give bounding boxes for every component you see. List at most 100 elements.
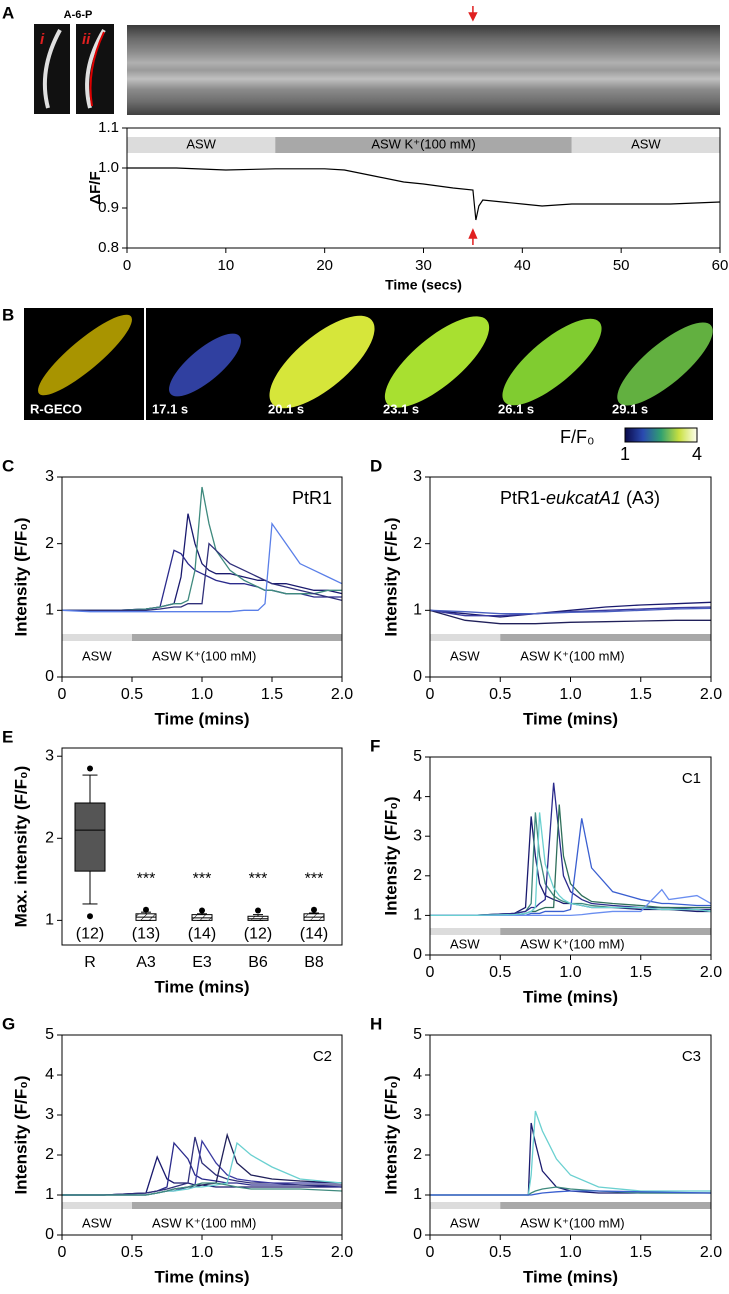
condition-band (275, 137, 572, 153)
y-tick-label: 1 (413, 1186, 422, 1203)
y-tick-label: 1 (45, 602, 54, 619)
condition-label: ASW K⁺(100 mM) (152, 648, 256, 663)
x-axis-title: Time (mins) (154, 977, 249, 996)
annotation-text: C2 (313, 1048, 332, 1065)
cell-frame (38, 314, 132, 396)
cell-frame (384, 316, 490, 408)
y-axis-title: Intensity (F/F₀) (11, 517, 30, 636)
trace (430, 1122, 711, 1196)
x-tick-label: 1.0 (559, 1244, 581, 1261)
trace (62, 486, 342, 611)
condition-band (430, 928, 501, 935)
y-tick-label: 5 (413, 1026, 422, 1043)
annotation-text: PtR1 (292, 488, 332, 508)
outlier (255, 907, 261, 914)
y-tick-label: 3 (45, 747, 54, 764)
plot-frame (126, 127, 721, 249)
x-tick-label: 60 (712, 257, 729, 274)
condition-label: ASW (82, 1215, 112, 1230)
x-tick-label: 1.5 (261, 686, 283, 703)
cell-image (76, 24, 114, 114)
cell-frame (502, 318, 602, 406)
cell-image (34, 24, 70, 114)
condition-band (430, 1202, 501, 1209)
trace (62, 542, 343, 611)
y-tick-label: 3 (413, 468, 422, 485)
significance: *** (193, 871, 212, 888)
x-tick-label: 1.5 (630, 964, 652, 981)
panel-letter: H (370, 1014, 382, 1033)
x-tick-label: 0.5 (489, 964, 511, 981)
frame-label: 29.1 s (612, 401, 648, 416)
annotation-text: PtR1- (500, 488, 546, 508)
trace (429, 609, 711, 625)
y-axis-title: Intensity (F/F₀) (11, 1075, 30, 1194)
x-tick-label: 10 (217, 257, 234, 274)
condition-label: ASW K⁺(100 mM) (520, 1215, 624, 1230)
image-label: A-6-P (64, 9, 93, 21)
colorbar-tick-label: 1 (620, 444, 630, 464)
annotation: PtR1 (292, 488, 332, 508)
y-axis-title: Max. intensity (F/F₀) (11, 766, 30, 928)
y-tick-label: 3 (45, 468, 54, 485)
y-tick-label: 2 (45, 535, 54, 552)
x-axis-title: Time (mins) (523, 1267, 618, 1286)
y-tick-label: 4 (413, 788, 422, 805)
y-tick-label: 1 (413, 602, 422, 619)
x-tick-label: B6 (248, 954, 268, 971)
x-tick-label: 0.5 (121, 686, 143, 703)
y-tick-label: 0 (413, 1226, 422, 1243)
condition-label: ASW K⁺(100 mM) (520, 648, 624, 663)
y-tick-label: 3 (45, 1106, 54, 1123)
plot-frame (429, 756, 712, 956)
x-tick-label: 1.0 (559, 964, 581, 981)
y-tick-label: 3 (413, 827, 422, 844)
y-tick-label: 0.8 (98, 239, 119, 256)
y-axis-title: Intensity (F/F₀) (381, 1075, 400, 1194)
condition-band (430, 634, 501, 641)
condition-label: ASW (631, 136, 661, 151)
panel-letter: F (370, 736, 380, 755)
trace (430, 888, 712, 917)
plot-frame (429, 476, 712, 678)
y-tick-label: 2 (413, 535, 422, 552)
x-tick-label: 1.0 (559, 686, 581, 703)
x-tick-label: 1.5 (630, 686, 652, 703)
x-tick-label: 0 (58, 1244, 67, 1261)
colorbar (624, 427, 698, 443)
x-axis-title: Time (secs) (385, 277, 462, 293)
y-tick-label: 1 (45, 912, 54, 929)
panel-letter: B (2, 305, 14, 324)
x-axis-title: Time (mins) (523, 709, 618, 728)
trace (430, 1110, 711, 1196)
condition-label: ASW (186, 136, 216, 151)
n-label: (12) (76, 926, 104, 943)
x-tick-label: 2.0 (331, 1244, 353, 1261)
trace (430, 1190, 712, 1196)
condition-label: ASW K⁺(100 mM) (520, 936, 624, 951)
annotation: C1 (682, 770, 701, 787)
significance: *** (249, 871, 268, 888)
condition-label: ASW K⁺(100 mM) (371, 136, 475, 151)
frame-label: 26.1 s (498, 401, 534, 416)
cell-outline (42, 29, 62, 109)
condition-label: ASW (450, 648, 480, 663)
box (74, 802, 106, 872)
n-label: (13) (132, 926, 160, 943)
panel-letter: A (2, 3, 14, 22)
annotation: PtR1-eukcatA1 (A3) (500, 488, 660, 508)
trace (429, 607, 712, 615)
condition-band (132, 1202, 342, 1209)
x-tick-label: 50 (613, 257, 630, 274)
y-tick-label: 2 (45, 830, 54, 847)
trace (62, 513, 343, 611)
condition-band (571, 137, 720, 153)
condition-band (500, 634, 711, 641)
x-tick-label: 0 (58, 686, 67, 703)
x-tick-label: 1.5 (630, 1244, 652, 1261)
trace (62, 1182, 343, 1196)
x-tick-label: 1.0 (191, 1244, 213, 1261)
x-axis-title: Time (mins) (154, 709, 249, 728)
x-axis-title: Time (mins) (154, 1267, 249, 1286)
